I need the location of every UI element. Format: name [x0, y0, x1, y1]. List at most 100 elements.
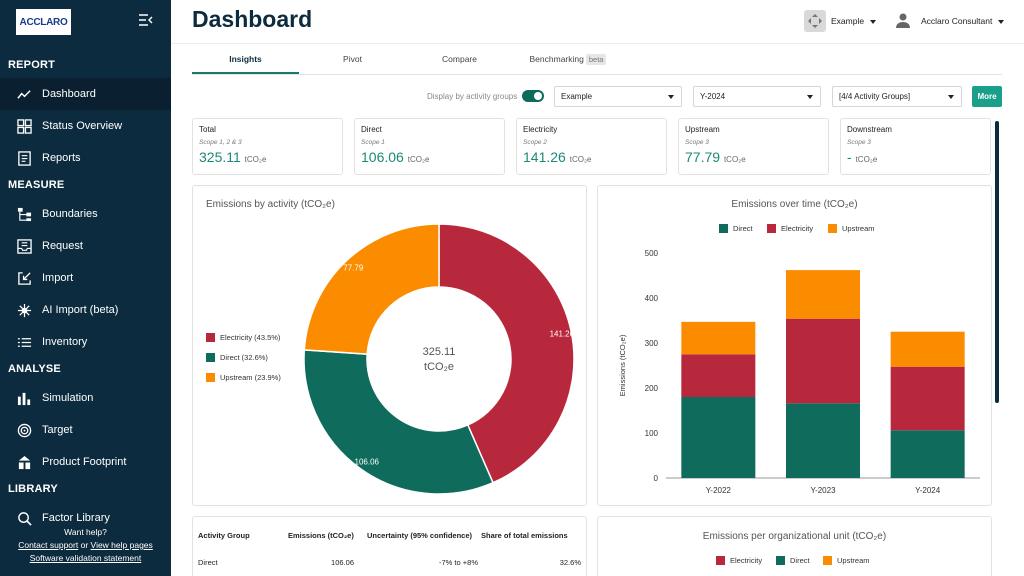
collapse-menu-icon[interactable] — [139, 14, 153, 26]
activity-groups-toggle[interactable] — [522, 90, 544, 102]
legend-label: Electricity — [730, 556, 763, 565]
y-tick-label: 200 — [645, 384, 659, 393]
org-selector[interactable]: Example — [831, 16, 877, 26]
kpi-downstream: Downstream Scope 3 - tCO₂e — [840, 118, 991, 175]
user-icon[interactable] — [895, 12, 911, 28]
kpi-title: Direct — [361, 125, 382, 134]
emissions-over-time-panel: Emissions over time (tCO₂e) Direct Elect… — [597, 185, 992, 506]
scrollbar-thumb[interactable] — [995, 121, 999, 403]
donut-slice-direct[interactable] — [303, 349, 494, 495]
table-cell: Direct — [198, 558, 218, 567]
org-logo[interactable] — [804, 10, 826, 32]
kpi-scope: Scope 3 — [685, 139, 709, 146]
legend-swatch — [716, 556, 725, 565]
bar-upstream-y-2023[interactable] — [786, 270, 860, 319]
contact-support-link[interactable]: Contact support — [18, 540, 79, 550]
bar-electricity-y-2024[interactable] — [890, 366, 965, 431]
legend-swatch — [823, 556, 832, 565]
nav-dashboard[interactable]: Dashboard — [0, 78, 171, 110]
nav-import[interactable]: Import — [0, 262, 171, 294]
emissions-by-activity-panel: Emissions by activity (tCO₂e) Electricit… — [192, 185, 587, 506]
acclaro-logo[interactable]: ACCLARO — [16, 9, 71, 35]
year-dropdown[interactable]: Y-2024 — [693, 86, 821, 107]
donut-slice-upstream[interactable] — [303, 223, 440, 355]
emissions-per-org-unit-panel: Emissions per organizational unit (tCO₂e… — [597, 516, 992, 576]
bar-electricity-y-2022[interactable] — [681, 354, 756, 397]
nav-factor-library[interactable]: Factor Library — [0, 502, 171, 534]
donut-legend-electricity[interactable]: Electricity (43.5%) — [206, 333, 280, 342]
bar-direct-y-2024[interactable] — [890, 430, 965, 478]
donut-slice-electricity[interactable] — [438, 223, 575, 484]
nav-target-label: Target — [42, 424, 73, 436]
nav-ai-import[interactable]: AI Import (beta) — [0, 294, 171, 326]
hierarchy-icon — [16, 206, 32, 222]
donut-legend-direct[interactable]: Direct (32.6%) — [206, 353, 268, 362]
legend-label: Electricity — [781, 224, 814, 233]
display-toggle-label: Display by activity groups — [427, 92, 518, 101]
org-legend-upstream[interactable]: Upstream — [823, 556, 870, 565]
legend-swatch — [767, 224, 776, 233]
nav-import-label: Import — [42, 272, 74, 284]
or-text: or — [80, 540, 89, 550]
y-tick-label: 300 — [645, 339, 659, 348]
kpi-title: Upstream — [685, 125, 720, 134]
nav-status-overview[interactable]: Status Overview — [0, 110, 171, 142]
view-help-link[interactable]: View help pages — [90, 540, 153, 550]
donut-legend-upstream[interactable]: Upstream (23.9%) — [206, 373, 281, 382]
nav-product-footprint-label: Product Footprint — [42, 456, 127, 468]
tab-insights[interactable]: Insights — [229, 54, 262, 64]
nav-simulation[interactable]: Simulation — [0, 382, 171, 414]
bar-legend-electricity[interactable]: Electricity — [767, 224, 813, 233]
org-dropdown[interactable]: Example — [554, 86, 682, 107]
org-legend-electricity[interactable]: Electricity — [716, 556, 762, 565]
legend-label: Upstream — [842, 224, 875, 233]
bar-upstream-y-2024[interactable] — [890, 331, 965, 367]
y-tick-label: 400 — [645, 294, 659, 303]
nav-target[interactable]: Target — [0, 414, 171, 446]
tab-benchmarking[interactable]: Benchmarking beta — [513, 54, 623, 65]
bar-chart-title: Emissions over time (tCO₂e) — [731, 199, 858, 210]
donut-chart: 141.26 106.06 77.79 325.11 tCO₂e — [303, 223, 575, 495]
org-legend-direct[interactable]: Direct — [776, 556, 810, 565]
nav-request[interactable]: Request — [0, 230, 171, 262]
table-cell: -7% to +8% — [439, 558, 478, 567]
tabs-divider — [192, 74, 1002, 75]
donut-slice-label: 141.26 — [550, 329, 575, 338]
x-tick-label: Y-2024 — [915, 486, 941, 495]
tab-compare[interactable]: Compare — [442, 54, 477, 64]
nav-inventory[interactable]: Inventory — [0, 326, 171, 358]
validation-statement-link[interactable]: Software validation statement — [29, 553, 142, 563]
bar-direct-y-2022[interactable] — [681, 397, 756, 478]
table-cell: 106.06 — [331, 558, 354, 567]
footprint-icon — [16, 454, 32, 470]
inbox-icon — [16, 238, 32, 254]
activity-group-table: Activity Group Emissions (tCO₂e) Uncerta… — [192, 516, 587, 576]
nav-reports[interactable]: Reports — [0, 142, 171, 174]
active-tab-indicator — [192, 72, 299, 74]
bar-chart: 0 100 200 300 400 500 Emissions (tCO₂e) Y-2022 Y… — [618, 249, 980, 495]
nav-boundaries[interactable]: Boundaries — [0, 198, 171, 230]
bar-legend-upstream[interactable]: Upstream — [828, 224, 875, 233]
legend-label: Electricity (43.5%) — [220, 333, 281, 342]
bar-legend-direct[interactable]: Direct — [719, 224, 753, 233]
user-name-label: Acclaro Consultant — [921, 16, 993, 26]
activity-groups-dropdown[interactable]: [4/4 Activity Groups] — [832, 86, 962, 107]
user-menu[interactable]: Acclaro Consultant — [921, 16, 1005, 26]
bar-electricity-y-2023[interactable] — [786, 318, 860, 404]
x-tick-label: Y-2023 — [810, 486, 836, 495]
kpi-value: 106.06 — [361, 149, 404, 165]
legend-swatch — [776, 556, 785, 565]
page-title: Dashboard — [192, 6, 313, 32]
target-icon — [16, 422, 32, 438]
kpi-scope: Scope 1, 2 & 3 — [199, 139, 242, 146]
bar-direct-y-2023[interactable] — [786, 403, 860, 478]
nav-product-footprint[interactable]: Product Footprint — [0, 446, 171, 478]
y-tick-label: 0 — [654, 474, 659, 483]
table-header: Uncertainty (95% confidence) — [367, 531, 473, 540]
bar-upstream-y-2022[interactable] — [681, 321, 756, 355]
more-button[interactable]: More — [972, 86, 1002, 107]
legend-swatch — [828, 224, 837, 233]
tab-pivot[interactable]: Pivot — [343, 54, 362, 64]
kpi-direct: Direct Scope 1 106.06 tCO₂e — [354, 118, 505, 175]
legend-swatch — [719, 224, 728, 233]
